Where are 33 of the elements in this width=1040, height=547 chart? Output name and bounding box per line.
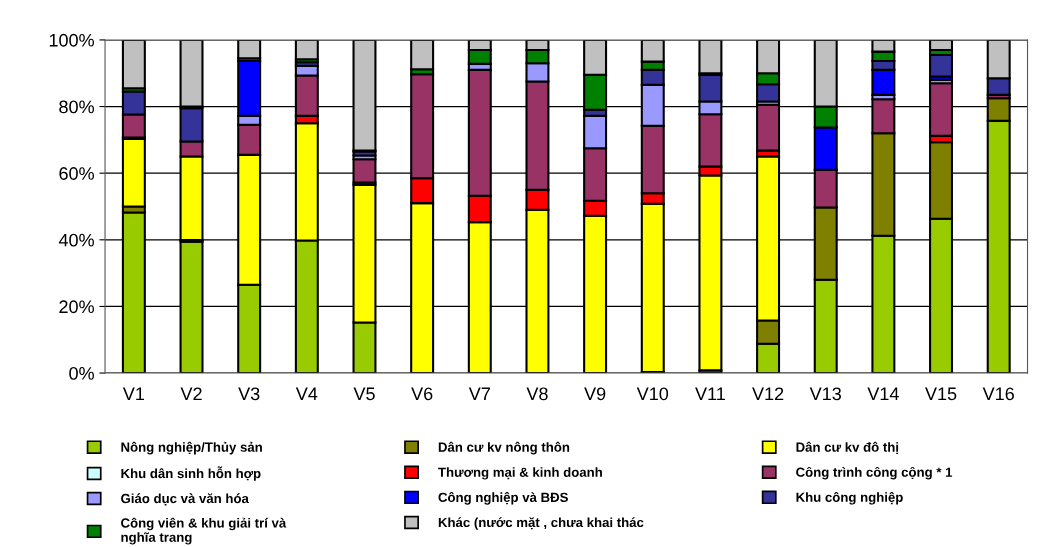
x-tick-label: V16 bbox=[982, 387, 1014, 401]
x-tick-label: V11 bbox=[695, 387, 725, 401]
y-tick-label: 100% bbox=[49, 33, 94, 47]
x-tick-label: V4 bbox=[295, 387, 318, 401]
x-tick-label: V10 bbox=[636, 387, 669, 401]
x-tick-label: V8 bbox=[526, 387, 548, 401]
x-tick-label: V1 bbox=[122, 387, 145, 401]
y-tick-label: 40% bbox=[58, 233, 94, 247]
x-tick-label: V3 bbox=[238, 387, 260, 401]
legend-label: Khu dân sinh hỗn hợp bbox=[121, 466, 261, 481]
legend-label: Dân cư kv đô thị bbox=[796, 441, 899, 455]
legend-label: Khu công nghiệp bbox=[796, 491, 903, 505]
x-tick-label: V2 bbox=[180, 387, 202, 401]
legend-label: Công trình công cộng * 1 bbox=[796, 466, 953, 480]
x-tick-label: V15 bbox=[925, 387, 957, 401]
legend-label: Thương mại & kinh doanh bbox=[438, 467, 602, 480]
x-tick-label: V5 bbox=[353, 387, 375, 401]
x-tick-label: V13 bbox=[809, 387, 841, 401]
legend-label: Dân cư kv nông thôn bbox=[438, 441, 570, 455]
x-tick-label: V6 bbox=[411, 387, 433, 401]
y-tick-label: 60% bbox=[59, 167, 94, 180]
legend-label: Giáo dục và văn hóa bbox=[121, 493, 249, 506]
legend-label: Công viên & khu giải trí và nghĩa trang bbox=[121, 517, 287, 545]
legend-label: Khác (nước mặt , chưa khai thác bbox=[438, 517, 644, 530]
y-tick-label: 20% bbox=[59, 300, 94, 314]
legend-label: Nông nghiệp/Thủy sản bbox=[121, 441, 262, 455]
y-tick-label: 0% bbox=[69, 366, 94, 380]
y-tick-label: 80% bbox=[59, 100, 94, 114]
x-tick-label: V12 bbox=[752, 387, 784, 401]
x-tick-label: V7 bbox=[468, 387, 490, 401]
legend-label: Công nghiệp và BĐS bbox=[438, 492, 568, 505]
x-tick-label: V9 bbox=[584, 387, 606, 401]
x-tick-label: V14 bbox=[867, 387, 899, 401]
